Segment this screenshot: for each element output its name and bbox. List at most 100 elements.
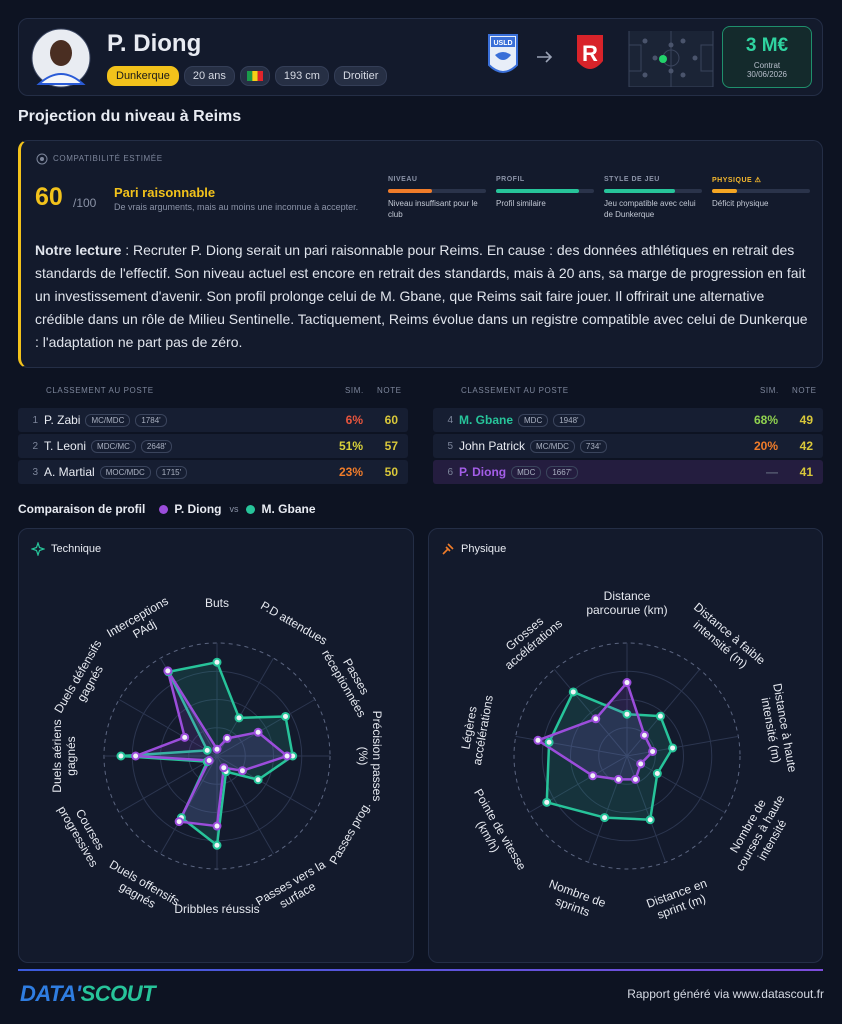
radar-point <box>212 657 222 667</box>
position-tag: MC/MDC <box>85 413 131 427</box>
ranking-row: 4 M. Gbane MDC 1948' 68% 49 <box>433 408 823 432</box>
footer-credit: Rapport généré via www.datascout.fr <box>627 987 824 1001</box>
player: P. Diong <box>459 465 507 479</box>
radar-point <box>116 751 126 761</box>
radar-point <box>542 797 552 807</box>
criterion-label: PROFIL <box>496 176 525 183</box>
axis-label: Buts <box>204 596 229 610</box>
radar-point <box>212 821 222 831</box>
flag-badge <box>239 66 270 86</box>
spoke <box>118 699 218 757</box>
section-title: Projection du niveau à Reims <box>18 108 242 125</box>
criterion-bar <box>604 189 675 193</box>
reading: Notre lecture : Recruter P. Diong serait… <box>35 239 815 354</box>
ranking-header: CLASSEMENT AU POSTE <box>46 386 154 395</box>
radar-point <box>237 766 247 776</box>
criterion-bar <box>388 189 433 193</box>
position-tag: MDC <box>518 413 549 427</box>
radar-point <box>600 813 610 823</box>
height-badge: 193 cm <box>274 66 329 86</box>
club-badge: Dunkerque <box>107 66 179 86</box>
radar-point <box>212 840 222 850</box>
radar-point <box>131 751 141 761</box>
criterion-label: PHYSIQUE ⚠ <box>712 177 762 184</box>
radar-point <box>204 756 214 766</box>
criterion-track <box>496 189 594 193</box>
spoke <box>626 735 739 757</box>
radar-point <box>202 745 212 755</box>
player: P. Zabi <box>44 413 81 427</box>
position-tag: MDC <box>511 465 542 479</box>
player: T. Leoni <box>44 439 87 453</box>
verdict: Pari raisonnable <box>114 185 216 200</box>
criterion-description: Profil similaire <box>496 199 546 208</box>
spoke <box>216 755 316 813</box>
axis-label: Dribbles réussis <box>174 902 260 916</box>
score: 60 <box>35 183 63 211</box>
spoke <box>553 669 628 757</box>
minutes-tag: 1715' <box>155 465 188 479</box>
comparison-title: Comparaison de profil <box>18 502 146 516</box>
logo-part: DATA' <box>20 981 81 1006</box>
minutes-tag: 1784' <box>135 413 167 427</box>
header-card: P. Diong Dunkerque 20 ans 193 cm Droitier U… <box>18 18 823 96</box>
radar-point <box>212 744 222 754</box>
spoke <box>216 699 316 757</box>
radar-point <box>222 733 232 743</box>
radar-point <box>253 727 263 737</box>
radar-point <box>219 763 229 773</box>
compatibility-card: COMPATIBILITÉ ESTIMÉE 60 /100 Pari raiso… <box>18 140 823 368</box>
minutes-tag: 2648' <box>140 439 173 453</box>
legend-swatch <box>159 504 169 514</box>
position-tag: MC/MDC <box>530 439 575 453</box>
criterion-bar <box>496 189 580 193</box>
age-badge: 20 ans <box>183 66 235 86</box>
svg-text:USLD: USLD <box>493 40 512 47</box>
radar-point <box>588 771 598 781</box>
position-tag: MOC/MDC <box>99 465 151 479</box>
technique-icon <box>31 542 45 556</box>
footer-rule <box>18 969 823 971</box>
player-name: P. Diong <box>107 30 202 57</box>
score-max: /100 <box>73 196 97 210</box>
note: 50 <box>384 465 398 479</box>
radar-title: Technique <box>51 543 102 555</box>
radar-point <box>234 713 244 723</box>
rank: 6 <box>447 466 453 478</box>
note: 57 <box>384 439 398 453</box>
spoke <box>118 755 218 813</box>
rank: 1 <box>32 414 38 426</box>
rank: 5 <box>447 440 453 452</box>
criterion-description: Jeu compatible avec celui de Dunkerque <box>604 199 696 219</box>
spoke <box>160 755 218 855</box>
logo-part: SCOUT <box>80 981 156 1006</box>
criterion-track <box>712 189 810 193</box>
flag <box>246 71 263 82</box>
similarity: 23% <box>338 465 363 479</box>
note: 60 <box>384 413 398 427</box>
ranking-row: 3 A. Martial MOC/MDC 1715' 23% 50 <box>18 460 408 484</box>
foot-badge: Droitier <box>333 66 388 86</box>
radar-point <box>613 774 623 784</box>
ranking-header: CLASSEMENT AU POSTE <box>461 386 569 395</box>
position-tag: MDC/MC <box>91 439 136 453</box>
similarity: 20% <box>753 439 778 453</box>
radar-point <box>544 737 554 747</box>
minutes-tag: 1667' <box>546 465 578 479</box>
radar-point <box>652 769 662 779</box>
rank: 3 <box>32 466 38 478</box>
note-header: NOTE <box>792 386 817 395</box>
player: John Patrick <box>459 439 526 453</box>
axis-label: Précision passes (%) <box>356 710 384 802</box>
player: M. Gbane <box>459 413 514 427</box>
similarity: 68% <box>753 413 778 427</box>
note: 41 <box>799 465 813 479</box>
transfer-value: 3 M€ <box>745 35 789 56</box>
radar-point <box>174 817 184 827</box>
criterion-label: STYLE DE JEU <box>604 176 660 183</box>
radar-point <box>636 759 646 769</box>
compatibility-label: COMPATIBILITÉ ESTIMÉE <box>53 154 163 163</box>
legend-label: M. Gbane <box>261 502 316 516</box>
